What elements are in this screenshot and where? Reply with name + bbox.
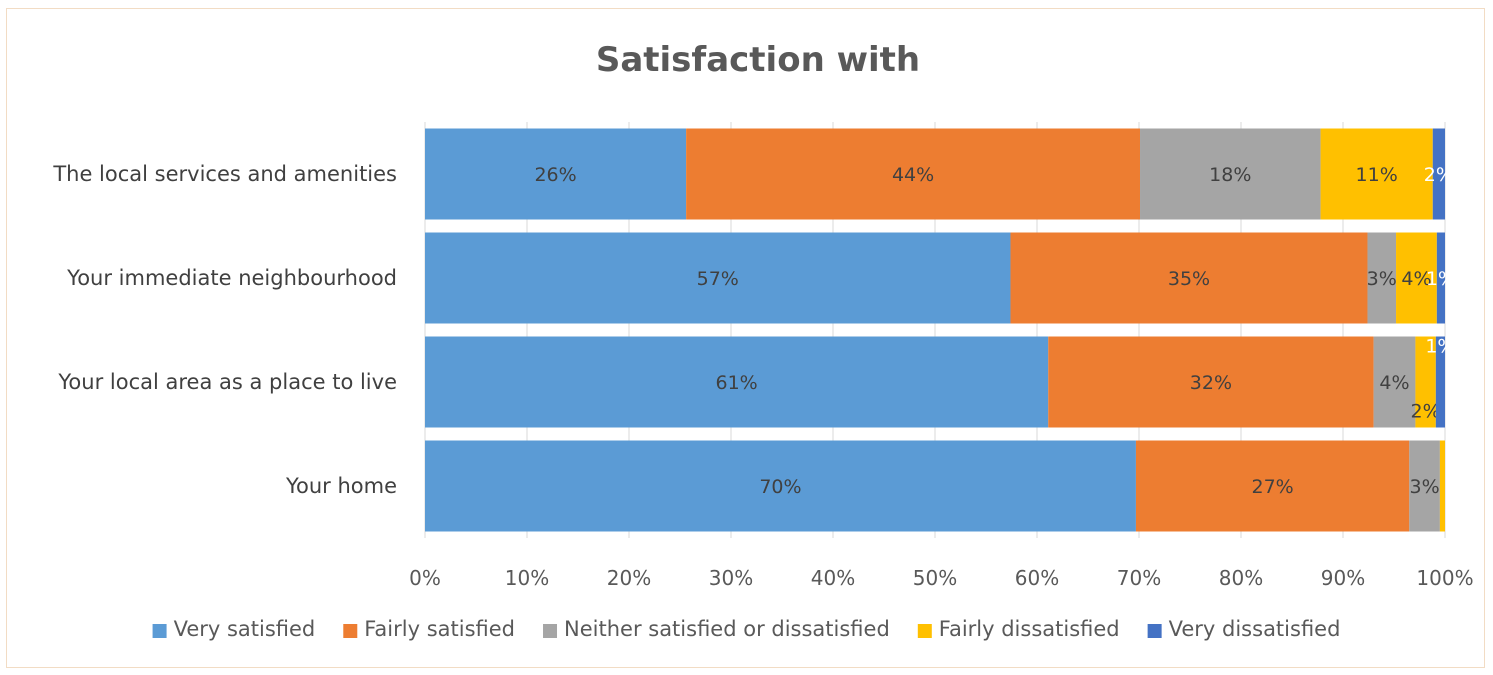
x-tick-label: 40% — [811, 566, 855, 590]
data-label: 3% — [1367, 268, 1397, 290]
data-label: 61% — [715, 372, 757, 394]
x-tick-label: 0% — [409, 566, 441, 590]
data-label: 1% — [1425, 336, 1455, 358]
bar-segment — [1135, 440, 1410, 532]
bar-segment — [1048, 336, 1374, 428]
bar-segment — [1432, 128, 1445, 220]
category-label: The local services and amenities — [52, 162, 397, 186]
legend-label: Neither satisfied or dissatisfied — [564, 617, 890, 641]
x-axis-ticks: 0% 10% 20% 30% 40% 50% 60% 70% 80% 90% 100% — [409, 566, 1473, 590]
bar-segment — [425, 440, 1136, 532]
x-tick-label: 70% — [1117, 566, 1161, 590]
chart-svg: Satisfaction with 26% 44% 18% 11% 2% 57% 35% 3%… — [52, 40, 1473, 641]
data-label: 57% — [697, 268, 739, 290]
data-label: 2% — [1424, 164, 1454, 186]
x-tick-label: 20% — [607, 566, 651, 590]
legend-swatch — [917, 624, 932, 638]
legend-swatch — [1147, 624, 1162, 638]
legend-swatch — [152, 624, 167, 638]
data-label: 2% — [1411, 401, 1441, 423]
data-label: 1% — [1426, 268, 1456, 290]
x-tick-label: 90% — [1321, 566, 1365, 590]
data-label: 26% — [534, 164, 576, 186]
legend-item: Very satisfied — [152, 617, 316, 641]
bar-segment — [1435, 336, 1445, 428]
bar-segment — [425, 336, 1049, 428]
bar-segment — [1396, 232, 1437, 324]
bar-segment — [1409, 440, 1440, 532]
category-label: Your immediate neighbourhood — [66, 266, 397, 290]
chart-title: Satisfaction with — [596, 40, 920, 80]
data-label: 35% — [1168, 268, 1210, 290]
legend: Very satisfied Fairly satisfied Neither sa… — [152, 617, 1341, 641]
bar-segment — [425, 232, 1011, 324]
x-tick-label: 10% — [505, 566, 549, 590]
category-label: Your home — [285, 474, 397, 498]
bar-segment — [1320, 128, 1433, 220]
x-tick-label: 100% — [1416, 566, 1473, 590]
data-label: 18% — [1209, 164, 1251, 186]
category-labels: The local services and amenities Your imm… — [52, 162, 397, 498]
legend-label: Fairly dissatisfied — [939, 617, 1120, 641]
legend-label: Fairly satisfied — [364, 617, 515, 641]
bar-segment — [1439, 440, 1445, 532]
data-label: 32% — [1190, 372, 1232, 394]
bar-segment — [1367, 232, 1397, 324]
x-tick-label: 30% — [709, 566, 753, 590]
legend-swatch — [343, 624, 358, 638]
bar-segment — [1140, 128, 1321, 220]
bar-segment — [1415, 336, 1436, 428]
data-label: 44% — [892, 164, 934, 186]
chart-frame: Satisfaction with 26% 44% 18% 11% 2% 57% 35% 3%… — [6, 8, 1485, 668]
bar-segment — [1373, 336, 1416, 428]
legend-item: Fairly dissatisfied — [917, 617, 1120, 641]
data-label: 70% — [759, 476, 801, 498]
x-tick-label: 50% — [913, 566, 957, 590]
bar-segment — [1436, 232, 1445, 324]
data-label: 3% — [1410, 476, 1440, 498]
x-tick-label: 60% — [1015, 566, 1059, 590]
legend-item: Very dissatisfied — [1147, 617, 1341, 641]
legend-label: Very satisfied — [174, 617, 316, 641]
legend-swatch — [543, 624, 558, 638]
data-label: 4% — [1401, 268, 1431, 290]
category-label: Your local area as a place to live — [57, 370, 397, 394]
legend-label: Very dissatisfied — [1169, 617, 1341, 641]
legend-item: Neither satisfied or dissatisfied — [543, 617, 890, 641]
bar-segment — [425, 128, 687, 220]
data-label: 4% — [1379, 372, 1409, 394]
data-label: 11% — [1356, 164, 1398, 186]
legend-item: Fairly satisfied — [343, 617, 515, 641]
x-tick-label: 80% — [1219, 566, 1263, 590]
data-label: 27% — [1252, 476, 1294, 498]
bar-segment — [1010, 232, 1368, 324]
bar-segment — [686, 128, 1141, 220]
bars: 26% 44% 18% 11% 2%57% 35% 3% 4%1%61% 32% 4%2%1%70… — [425, 128, 1456, 532]
